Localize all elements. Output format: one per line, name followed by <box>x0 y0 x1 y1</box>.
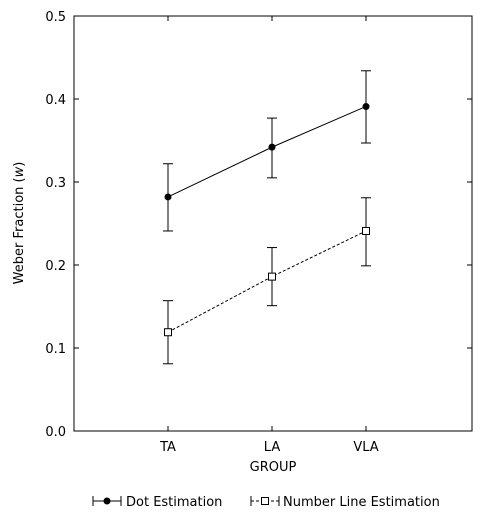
legend-item-number-line-estimation: Number Line Estimation <box>250 495 440 510</box>
legend-item-dot-estimation: Dot Estimation <box>92 495 222 510</box>
series-layer <box>163 70 371 365</box>
legend-label-dot-estimation: Dot Estimation <box>126 495 222 510</box>
x-axis: TA LA VLA <box>159 16 379 455</box>
data-point <box>362 226 370 235</box>
plot-frame <box>73 15 473 432</box>
y-tick-label: 0.2 <box>45 259 66 274</box>
y-axis: 0.0 0.1 0.2 0.3 0.4 0.5 <box>45 10 472 440</box>
series-line-dot-estimation <box>167 106 367 198</box>
series-number-line-estimation <box>163 197 371 365</box>
legend-label-number-line-estimation: Number Line Estimation <box>283 495 440 510</box>
legend-marker-dot-estimation <box>103 497 111 505</box>
y-tick-label: 0.1 <box>45 342 66 357</box>
data-point <box>164 193 172 201</box>
x-tick-label: TA <box>159 440 176 455</box>
x-tick-label: LA <box>264 440 281 455</box>
x-axis-title: GROUP <box>250 460 297 475</box>
data-point <box>362 102 370 110</box>
series-line-number-line-estimation <box>167 230 367 333</box>
data-point <box>268 143 276 151</box>
y-tick-label: 0.5 <box>45 10 66 25</box>
data-point <box>268 272 276 281</box>
y-axis-title: Weber Fraction (w) <box>12 162 27 285</box>
legend-marker-number-line-estimation <box>261 497 269 505</box>
series-dot-estimation <box>163 70 371 232</box>
x-tick-label: VLA <box>353 440 378 455</box>
y-tick-label: 0.4 <box>45 93 66 108</box>
data-point <box>164 328 172 337</box>
y-tick-label: 0.3 <box>45 176 66 191</box>
y-tick-label: 0.0 <box>45 425 66 440</box>
legend: Dot Estimation Number Line Estimation <box>92 495 440 510</box>
